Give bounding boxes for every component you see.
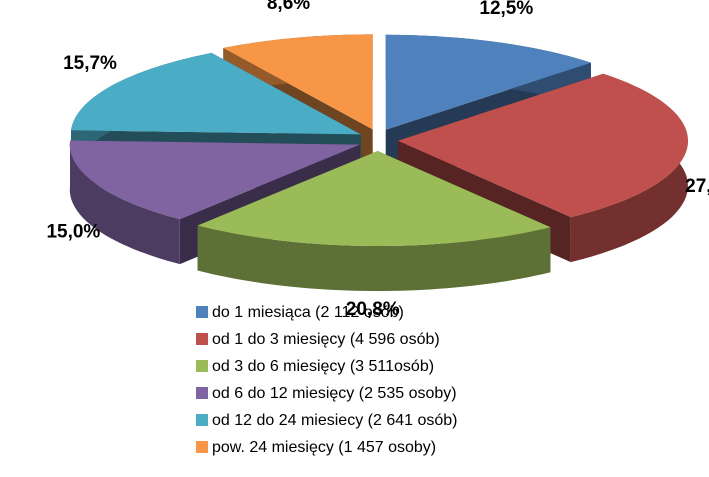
legend-label: pow. 24 miesięcy (1 457 osoby) (212, 439, 436, 456)
legend-label: do 1 miesiąca (2 112 osób) (212, 304, 404, 321)
legend-swatch (196, 360, 208, 372)
slice (223, 34, 373, 130)
data-label: 15,0% (46, 221, 100, 242)
slice (197, 151, 551, 291)
legend-swatch (196, 333, 208, 345)
slice (197, 151, 551, 246)
data-label: 20,8% (346, 299, 400, 320)
legend-swatch (196, 414, 208, 426)
legend-label: od 3 do 6 miesięcy (3 511osób) (212, 358, 434, 375)
legend-swatch (196, 441, 208, 453)
legend-label: od 12 do 24 miesiecy (2 641 osób) (212, 412, 457, 429)
data-label: 27,3% (685, 176, 709, 197)
slice (69, 140, 360, 220)
data-label: 8,6% (267, 0, 310, 14)
slice-wall (69, 140, 180, 265)
slice (71, 52, 361, 135)
slice (397, 73, 688, 218)
legend-label: od 6 do 12 miesięcy (2 535 osoby) (212, 385, 457, 402)
legend-label: od 1 do 3 miesięcy (4 596 osób) (212, 331, 440, 348)
legend-swatch (196, 306, 208, 318)
data-label: 15,7% (63, 53, 117, 74)
legend-swatch (196, 387, 208, 399)
slice-wall (197, 225, 551, 291)
slice (385, 34, 591, 130)
data-label: 12,5% (479, 0, 533, 19)
